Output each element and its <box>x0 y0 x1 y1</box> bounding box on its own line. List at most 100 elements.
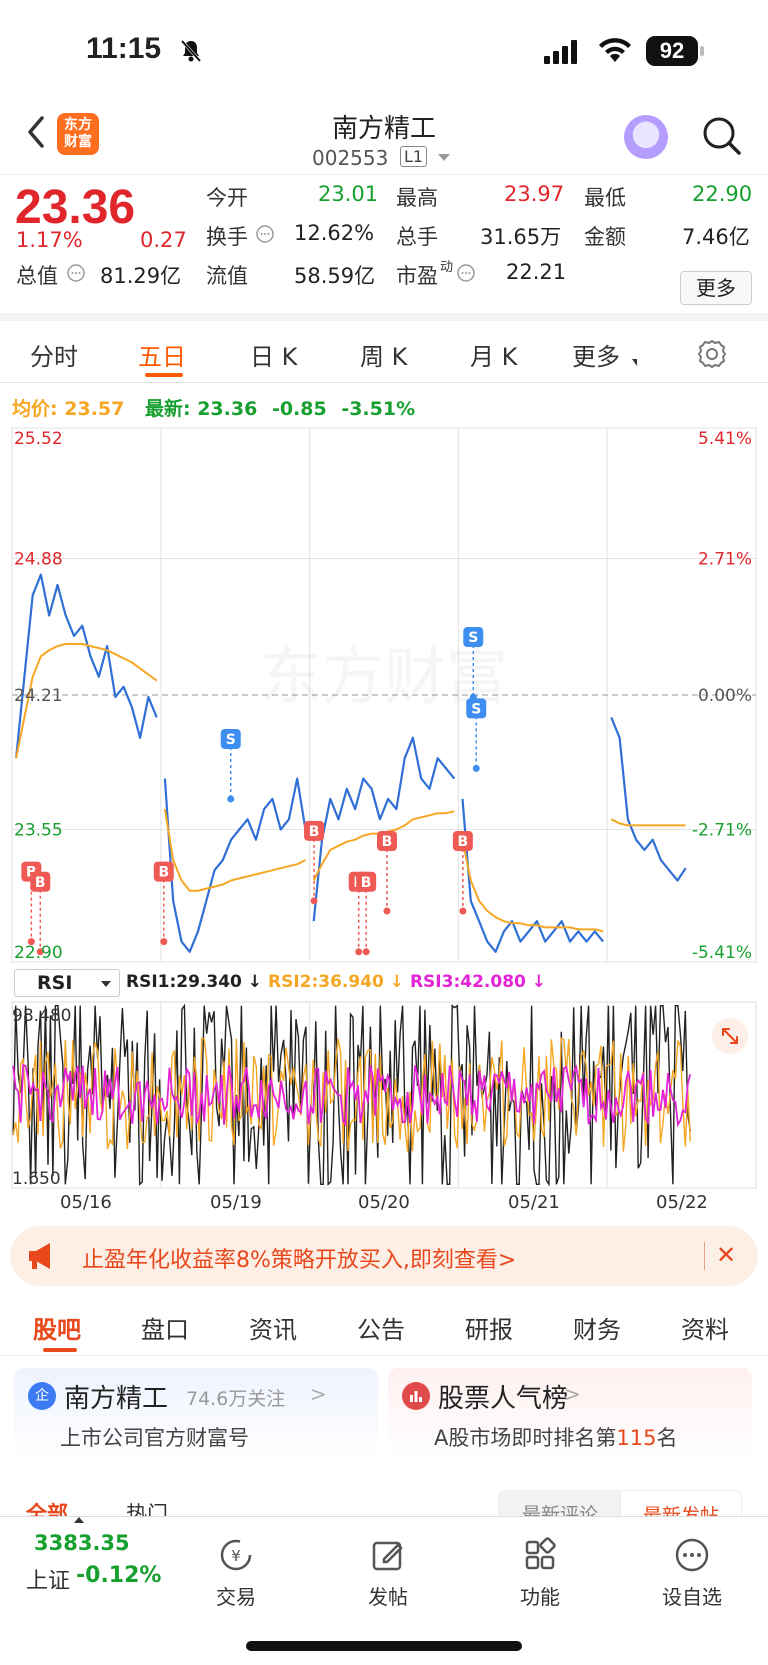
post-filter-row: 全部 热门 最新评论 最新发帖 <box>0 1486 768 1518</box>
apps-icon[interactable] <box>520 1535 560 1575</box>
tab-profile[interactable]: 资料 <box>681 1316 729 1344</box>
latest-label: 最新: <box>144 398 191 420</box>
pe-dynamic-tag: 动 <box>440 260 454 275</box>
tab-research[interactable]: 研报 <box>465 1316 513 1344</box>
card-subtitle: 上市公司官方财富号 <box>60 1426 249 1450</box>
content-tabs: 股吧 盘口 资讯 公告 研报 财务 资料 <box>0 1296 768 1356</box>
open-value: 23.01 <box>318 182 379 206</box>
tab-daily-k[interactable]: 日 K <box>250 343 298 371</box>
company-account-card[interactable]: 企 南方精工 74.6万关注 > 上市公司官方财富号 <box>14 1368 378 1460</box>
expand-icon[interactable] <box>712 1018 748 1054</box>
more-button[interactable]: 更多 <box>680 271 752 305</box>
rank-number: 115 <box>616 1426 657 1450</box>
price-line <box>163 777 307 953</box>
compose-icon[interactable] <box>368 1535 408 1575</box>
gear-icon[interactable] <box>696 338 728 370</box>
tab-monthly-k[interactable]: 月 K <box>470 343 518 371</box>
y-tick-label: 24.21 <box>14 686 63 706</box>
amount-label: 金额 <box>584 225 626 249</box>
price-axis-labels: 25.52 5.41% 24.88 2.71% 24.21 0.00% 23.55 -2.71… <box>14 429 752 963</box>
sort-latest-comment[interactable]: 最新评论 <box>498 1490 622 1518</box>
more-dots-icon[interactable] <box>672 1535 712 1575</box>
tab-more[interactable]: 更多 <box>572 343 620 371</box>
avg-label: 均价: <box>12 398 58 420</box>
index-name[interactable]: 上证 <box>26 1569 71 1594</box>
level-badge[interactable]: L1 <box>400 146 428 167</box>
status-bar: 11:15 92 <box>0 0 768 100</box>
filter-hot[interactable]: 热门 <box>126 1502 168 1518</box>
card-title: 南方精工 <box>64 1384 169 1414</box>
marker-point <box>36 948 44 956</box>
avg-price-line <box>15 643 158 759</box>
price-line <box>312 736 456 922</box>
y-tick-pct-label: -5.41% <box>692 943 752 963</box>
battery-indicator: 92 <box>646 36 704 66</box>
tab-order-book[interactable]: 盘口 <box>141 1316 189 1344</box>
stock-header: 东方 财富 南方精工 002553 L1 <box>0 100 768 175</box>
turnover-label: 换手 <box>206 225 248 249</box>
status-time: 11:15 <box>86 32 162 65</box>
marker-label: S <box>226 732 236 748</box>
tab-guba[interactable]: 股吧 <box>33 1316 81 1344</box>
active-tab-indicator <box>145 373 183 377</box>
rsi3-value: RSI3:42.080 ↓ <box>409 972 547 992</box>
tab-news[interactable]: 资讯 <box>249 1316 297 1344</box>
info-icon[interactable] <box>255 224 275 244</box>
nav-watchlist[interactable]: 设自选 <box>662 1585 722 1609</box>
indicator-select[interactable]: RSI <box>14 969 120 997</box>
sort-latest-post[interactable]: 最新发帖 <box>620 1490 742 1518</box>
robot-assistant-icon[interactable] <box>624 115 668 159</box>
date-label: 05/21 <box>508 1192 560 1213</box>
popularity-card[interactable]: 股票人气榜 > A股市场即时排名第115名 <box>388 1368 752 1460</box>
tab-intraday[interactable]: 分时 <box>30 343 78 371</box>
close-icon[interactable]: ✕ <box>716 1241 737 1269</box>
price-line <box>15 573 158 759</box>
rsi2-value: RSI2:36.940 ↓ <box>267 972 405 992</box>
expand-up-icon[interactable] <box>74 1517 84 1523</box>
marker-label: B <box>382 834 393 850</box>
buy-marker <box>452 831 473 852</box>
index-value[interactable]: 3383.35 <box>34 1531 130 1555</box>
banner-divider <box>704 1242 705 1270</box>
rsi-lines <box>12 1003 692 1187</box>
back-arrow-icon[interactable] <box>22 112 52 152</box>
stock-name: 南方精工 <box>331 114 436 144</box>
tab-five-day[interactable]: 五日 <box>138 343 186 371</box>
trade-icon[interactable]: ¥ <box>216 1535 256 1575</box>
price-grid <box>11 427 757 963</box>
marker-label: B <box>458 834 469 850</box>
turnover-value: 12.62% <box>294 221 375 245</box>
filter-all[interactable]: 全部 <box>26 1502 68 1518</box>
nav-post[interactable]: 发帖 <box>368 1585 408 1609</box>
rsi2-line <box>12 1037 691 1152</box>
x-axis-dates: 05/16 05/19 05/20 05/21 05/22 <box>0 1192 768 1216</box>
marker-label: B <box>309 824 320 840</box>
date-label: 05/19 <box>210 1192 262 1213</box>
rsi1-value: RSI1:29.340 ↓ <box>126 972 263 992</box>
app-logo[interactable]: 东方 财富 <box>57 113 99 155</box>
low-label: 最低 <box>584 186 626 210</box>
buy-marker <box>376 831 397 852</box>
index-change[interactable]: -0.12% <box>76 1563 162 1588</box>
stock-code: 002553 <box>312 146 389 170</box>
marker-point <box>362 948 370 956</box>
promo-banner[interactable]: 止盈年化收益率8%策略开放买入,即刻查看> ✕ <box>10 1226 758 1286</box>
follower-count: 74.6万关注 <box>186 1388 286 1410</box>
nav-functions[interactable]: 功能 <box>520 1585 560 1609</box>
chart-tabs: 分时 五日 日 K 周 K 月 K 更多 <box>0 325 768 383</box>
y-tick-pct-label: 5.41% <box>698 429 752 449</box>
info-icon[interactable] <box>456 263 476 283</box>
tab-weekly-k[interactable]: 周 K <box>360 343 408 371</box>
tab-finance[interactable]: 财务 <box>573 1316 621 1344</box>
marker-label: B <box>361 875 372 891</box>
five-day-chart[interactable]: 东方财富 BBBSBBBBSSB 25.525.41%24.882.71%24.… <box>0 420 768 1220</box>
y-tick-label: 24.88 <box>14 549 63 569</box>
search-icon[interactable] <box>700 114 744 158</box>
tab-announcements[interactable]: 公告 <box>357 1316 405 1344</box>
banner-text[interactable]: 止盈年化收益率8%策略开放买入,即刻查看> <box>82 1248 517 1273</box>
avg-price-line <box>461 839 604 933</box>
avg-value: 23.57 <box>64 398 125 420</box>
info-icon[interactable] <box>66 263 86 283</box>
chevron-down-icon[interactable] <box>438 154 450 161</box>
nav-trade[interactable]: 交易 <box>216 1585 256 1609</box>
